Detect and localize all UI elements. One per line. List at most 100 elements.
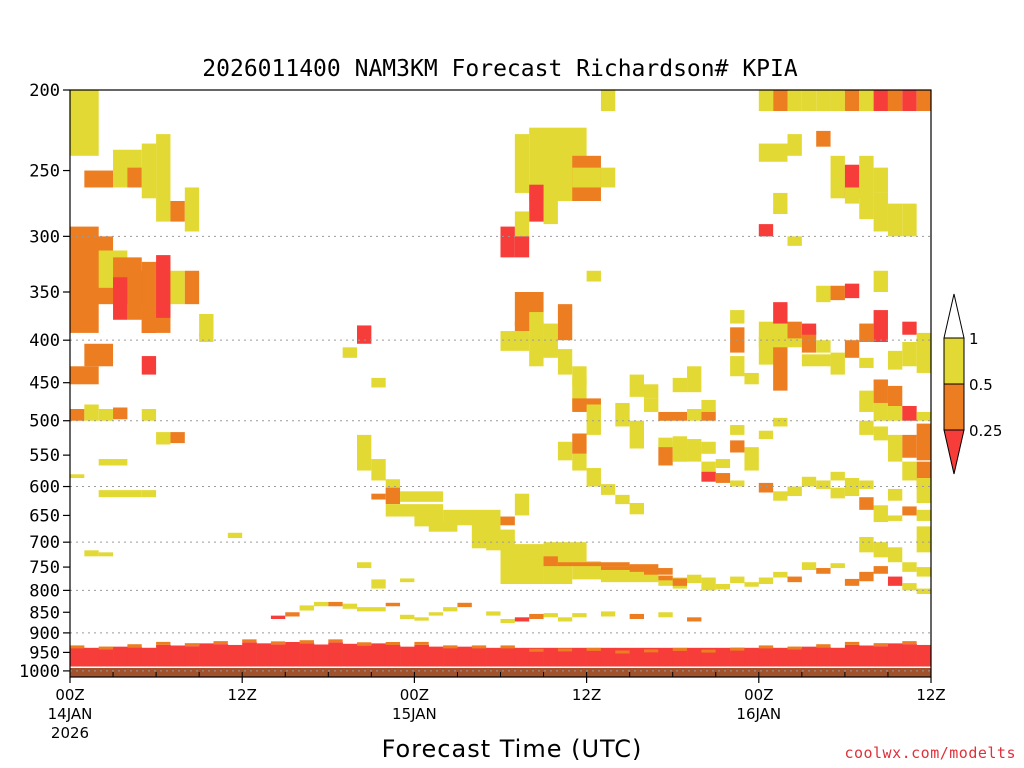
ri-cell (787, 236, 802, 246)
ri-cell (758, 90, 774, 112)
ri-cell (270, 615, 286, 619)
ri-cell (313, 644, 329, 668)
ri-cell (801, 562, 817, 570)
ri-cell (658, 411, 688, 421)
ri-cell (873, 90, 888, 112)
ri-cell (887, 488, 903, 501)
ri-cell (844, 578, 860, 586)
ri-cell (629, 564, 659, 572)
ri-cell (658, 575, 673, 586)
ri-cell (758, 482, 774, 493)
ri-cell (658, 447, 673, 466)
ri-cell (572, 453, 587, 471)
ri-cell (514, 321, 544, 332)
y-tick-label: 900 (29, 624, 60, 644)
ri-cell (859, 323, 874, 342)
ri-cell (600, 566, 644, 570)
ri-cell (84, 550, 99, 557)
ri-cell (371, 643, 386, 668)
ri-cell (70, 366, 99, 385)
ri-cell (715, 459, 731, 469)
ri-cell (701, 441, 716, 454)
ri-cell (629, 647, 645, 668)
ri-cell (400, 491, 444, 502)
ri-cell (98, 646, 114, 650)
ri-cell (701, 577, 716, 589)
ri-cell (816, 647, 831, 668)
ri-cell (586, 404, 601, 435)
ri-cell (414, 617, 429, 621)
ri-cell (256, 643, 272, 668)
ri-cell (902, 644, 917, 668)
ri-cell (457, 602, 472, 608)
ri-cell (471, 645, 487, 649)
ri-cell (385, 487, 401, 505)
ri-cell (730, 576, 745, 584)
ri-cell (242, 639, 257, 643)
ri-cell (773, 417, 788, 427)
plot-cells (70, 90, 931, 624)
ri-cell (844, 478, 860, 487)
ri-cell (887, 90, 903, 112)
ri-cell (127, 647, 143, 668)
ri-cell (629, 374, 644, 397)
ri-cell (600, 484, 616, 495)
ri-cell (615, 494, 630, 505)
ri-cell (572, 647, 587, 668)
legend-label: 0.5 (969, 376, 993, 394)
ri-cell (500, 618, 515, 624)
ri-cell (887, 434, 903, 462)
y-tick-label: 750 (29, 558, 60, 578)
ri-cell (500, 331, 530, 351)
ri-cell (744, 372, 759, 385)
ri-cell (170, 270, 185, 305)
ri-cell (844, 90, 860, 112)
ri-cell (658, 575, 673, 581)
ri-cell (687, 574, 702, 584)
ri-cell (644, 647, 659, 668)
ri-cell (586, 647, 602, 668)
ri-cell (830, 155, 845, 199)
ri-cell (70, 408, 85, 421)
ri-cell (557, 562, 630, 567)
ri-cell (629, 420, 644, 449)
ri-cell (213, 644, 229, 668)
x-tick-time: 12Z (228, 686, 257, 704)
ri-cell (916, 509, 931, 521)
ri-cell (428, 522, 458, 532)
ri-cell (500, 516, 515, 526)
x-tick-time: 00Z (55, 686, 84, 704)
ri-cell (859, 390, 874, 412)
ri-cell (629, 502, 644, 515)
ri-cell (156, 255, 171, 318)
ri-cell (801, 331, 817, 353)
ri-cell (801, 646, 817, 668)
credit-link[interactable]: coolwx.com/modelts (844, 744, 1016, 762)
x-tick-year: 2026 (51, 724, 89, 742)
ri-cell (98, 408, 114, 421)
ri-cell (672, 647, 688, 668)
ri-cell (543, 647, 559, 668)
ri-cell (887, 576, 903, 586)
ri-cell (500, 645, 515, 649)
ri-cell (644, 398, 659, 412)
ri-cell (744, 647, 760, 668)
y-tick-label: 600 (29, 478, 60, 498)
ri-cell (342, 643, 358, 668)
ri-cell (902, 461, 917, 481)
ri-cell (500, 226, 515, 258)
ri-cell (486, 647, 501, 668)
y-tick-label: 550 (29, 446, 60, 466)
ri-cell (787, 646, 802, 650)
ri-cell (902, 341, 917, 367)
ri-cell (801, 90, 817, 112)
ri-cell (529, 647, 544, 668)
ri-cell (801, 354, 831, 367)
ri-cell (773, 302, 788, 324)
ri-cell (672, 377, 688, 393)
ri-cell (299, 643, 315, 668)
ri-cell (902, 90, 917, 112)
ri-cell (428, 646, 444, 668)
ri-cell (887, 350, 903, 370)
ri-cell (887, 643, 903, 668)
